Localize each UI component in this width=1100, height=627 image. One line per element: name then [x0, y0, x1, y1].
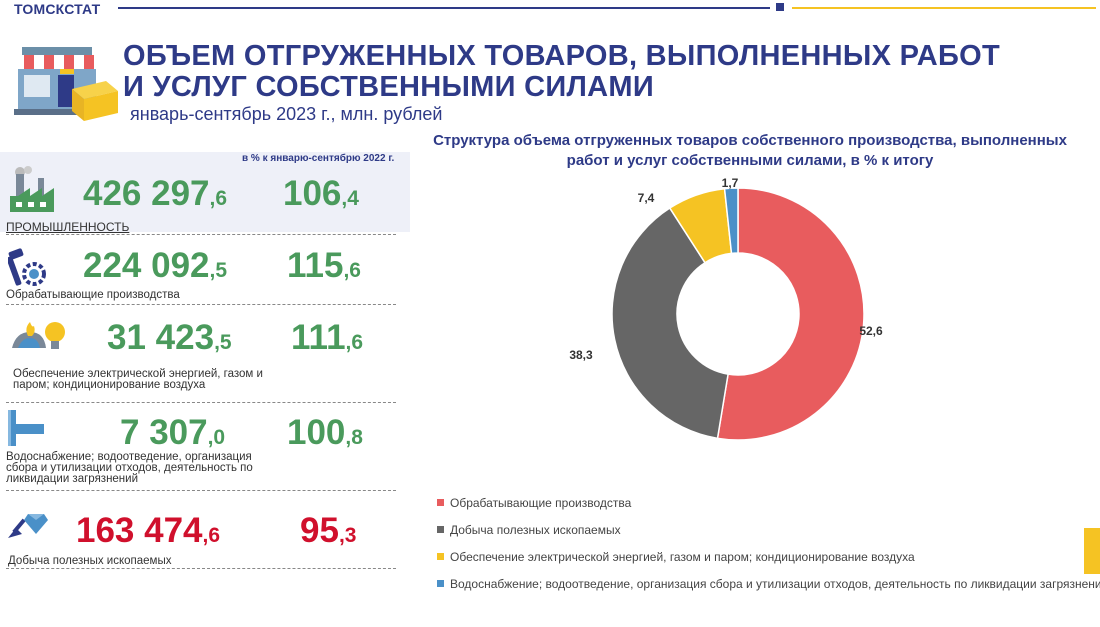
row-separator	[6, 490, 396, 491]
manufacturing-value-dec: ,5	[209, 259, 228, 282]
legend-item: Водоснабжение; водоотведение, организаци…	[437, 575, 1100, 593]
legend-swatch	[437, 580, 444, 588]
page-subtitle: январь-сентябрь 2023 г., млн. рублей	[130, 104, 443, 124]
donut-data-label: 1,7	[722, 176, 739, 190]
row-separator	[6, 304, 396, 305]
industry-percent: 106,4	[283, 174, 359, 214]
water-value-dec: ,0	[207, 426, 226, 449]
mining-label: Добыча полезных ископаемых	[8, 555, 172, 567]
donut-slice	[723, 187, 739, 255]
percent-column-note: в % к январю-сентябрю 2022 г.	[242, 153, 395, 164]
mining-percent: 95,3	[300, 511, 356, 551]
energy-percent-int: 111	[291, 318, 346, 357]
header-divider-blue	[118, 7, 770, 9]
header-divider-yellow	[792, 7, 1096, 9]
manufacturing-percent-int: 115	[287, 246, 344, 285]
chart-legend: Обрабатывающие производства Добыча полез…	[437, 494, 1100, 593]
legend-label: Обеспечение электрической энергией, газо…	[450, 550, 915, 564]
mining-value-int: 163 474	[76, 511, 203, 550]
energy-value-int: 31 423	[107, 318, 215, 357]
legend-label: Водоснабжение; водоотведение, организаци…	[450, 577, 1100, 591]
water-percent: 100,8	[287, 413, 363, 453]
shovel-diamond-icon	[6, 508, 48, 544]
mining-value: 163 474,6	[76, 511, 220, 551]
water-pipe-icon	[6, 408, 46, 448]
industry-value-dec: ,6	[209, 187, 228, 210]
legend-item: Обеспечение электрической энергией, газо…	[437, 548, 1097, 575]
row-separator	[6, 568, 396, 569]
legend-swatch	[437, 499, 444, 507]
manufacturing-value: 224 092,5	[83, 246, 227, 286]
legend-label: Добыча полезных ископаемых	[450, 523, 621, 537]
industry-value: 426 297,6	[83, 174, 227, 214]
water-percent-dec: ,8	[345, 426, 363, 449]
gas-bulb-icon	[10, 318, 68, 358]
industry-percent-dec: ,4	[341, 187, 359, 210]
page-title-line1: ОБЪЕМ ОТГРУЖЕННЫХ ТОВАРОВ, ВЫПОЛНЕННЫХ Р…	[123, 40, 1000, 72]
legend-swatch	[437, 553, 444, 561]
water-label: Водоснабжение; водоотведение, организаци…	[6, 451, 253, 485]
industry-label: ПРОМЫШЛЕННОСТЬ	[6, 220, 130, 234]
water-percent-int: 100	[287, 413, 346, 452]
brand-name: ТОМСКСТАТ	[14, 1, 101, 17]
factory-icon	[8, 166, 56, 216]
page-title: ОБЪЕМ ОТГРУЖЕННЫХ ТОВАРОВ, ВЫПОЛНЕННЫХ Р…	[123, 41, 1083, 103]
manufacturing-label: Обрабатывающие производства	[6, 289, 180, 301]
energy-percent: 111,6	[291, 318, 363, 358]
chart-title: Структура объема отгруженных товаров соб…	[433, 132, 1067, 169]
water-value: 7 307,0	[120, 413, 225, 453]
manufacturing-percent: 115,6	[287, 246, 361, 286]
industry-highlight-band	[0, 152, 410, 232]
row-separator	[6, 234, 396, 235]
legend-item: Добыча полезных ископаемых	[437, 521, 1097, 548]
header-divider-marker	[776, 3, 784, 11]
water-value-int: 7 307	[120, 413, 208, 452]
industry-value-int: 426 297	[83, 174, 210, 213]
energy-percent-dec: ,6	[345, 331, 364, 354]
energy-value: 31 423,5	[107, 318, 232, 358]
mining-percent-int: 95	[300, 511, 339, 550]
legend-item: Обрабатывающие производства	[437, 494, 1097, 521]
tools-gear-icon	[8, 248, 46, 288]
mining-value-dec: ,6	[202, 524, 221, 547]
industry-percent-int: 106	[283, 174, 342, 213]
page-title-line2: И УСЛУГ СОБСТВЕННЫМИ СИЛАМИ	[123, 71, 655, 103]
donut-data-label: 38,3	[569, 348, 593, 362]
donut-chart: 52,6 38,3 7,4 1,7	[569, 176, 883, 441]
legend-label: Обрабатывающие производства	[450, 496, 632, 510]
donut-data-label: 52,6	[859, 324, 883, 338]
manufacturing-value-int: 224 092	[83, 246, 210, 285]
decor-yellow-bar	[1084, 528, 1100, 574]
donut-slice	[611, 207, 729, 440]
row-separator	[6, 402, 396, 403]
mining-percent-dec: ,3	[338, 524, 357, 547]
donut-slice	[716, 187, 865, 441]
energy-label: Обеспечение электрической энергией, газо…	[13, 368, 263, 391]
donut-data-label: 7,4	[638, 191, 655, 205]
store-icon	[10, 45, 122, 123]
legend-swatch	[437, 526, 444, 534]
energy-value-dec: ,5	[214, 331, 232, 354]
manufacturing-percent-dec: ,6	[343, 259, 361, 282]
